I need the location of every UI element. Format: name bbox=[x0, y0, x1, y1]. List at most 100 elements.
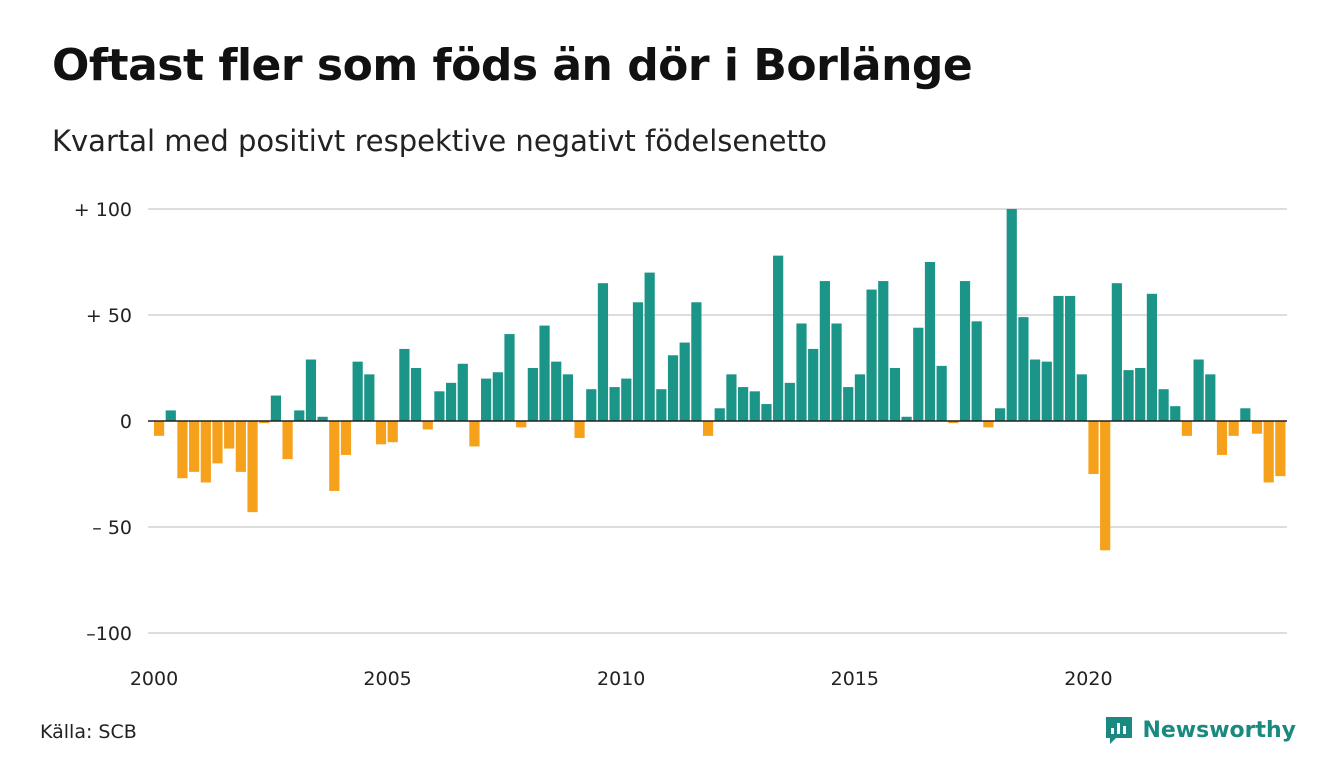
bar bbox=[481, 378, 492, 421]
bar bbox=[1228, 421, 1239, 436]
bar-chart: + 100 + 50 0 – 50 –100 2000 2005 2010 2015 2020 bbox=[74, 199, 1287, 690]
bar bbox=[913, 327, 924, 421]
chart-subtitle: Kvartal med positivt respektive negativt… bbox=[52, 124, 827, 158]
source-note: Källa: SCB bbox=[40, 721, 137, 743]
bar bbox=[375, 421, 387, 445]
x-tick-label: 2005 bbox=[363, 668, 411, 690]
bar bbox=[796, 323, 807, 421]
bar bbox=[387, 421, 398, 443]
bar bbox=[831, 323, 842, 421]
bar bbox=[457, 363, 468, 421]
bar bbox=[364, 374, 375, 421]
y-tick-label: – 50 bbox=[92, 517, 132, 539]
bar bbox=[270, 395, 281, 421]
bar bbox=[399, 348, 410, 421]
bar bbox=[154, 421, 165, 436]
bar bbox=[726, 374, 737, 421]
y-tick-label: + 50 bbox=[86, 305, 132, 327]
bar bbox=[469, 421, 480, 447]
bar bbox=[586, 389, 597, 421]
bar bbox=[317, 416, 328, 421]
bar bbox=[434, 391, 445, 421]
brand-logo[interactable]: Newsworthy bbox=[1104, 714, 1296, 746]
bar bbox=[656, 389, 667, 421]
bar bbox=[492, 372, 503, 421]
grid-lines bbox=[148, 208, 1287, 634]
x-tick-label: 2015 bbox=[831, 668, 879, 690]
bar bbox=[632, 302, 644, 421]
bar bbox=[410, 368, 422, 421]
bar bbox=[1030, 359, 1041, 421]
y-axis-tick-labels: + 100 + 50 0 – 50 –100 bbox=[74, 199, 132, 645]
brand-name: Newsworthy bbox=[1142, 717, 1296, 743]
bar bbox=[1193, 359, 1204, 421]
bars bbox=[154, 209, 1286, 551]
bar bbox=[948, 421, 959, 424]
bar bbox=[936, 365, 947, 421]
bar bbox=[574, 421, 585, 438]
bar bbox=[1240, 408, 1251, 421]
newsworthy-logo-icon bbox=[1106, 717, 1133, 744]
bar bbox=[1146, 293, 1157, 421]
x-tick-label: 2010 bbox=[597, 668, 645, 690]
bar bbox=[259, 421, 270, 424]
bar bbox=[784, 382, 795, 421]
bar bbox=[597, 283, 609, 421]
bar bbox=[691, 302, 702, 421]
bar bbox=[446, 382, 457, 421]
bar bbox=[1205, 374, 1216, 421]
bar bbox=[843, 387, 854, 421]
bar bbox=[878, 281, 889, 421]
bar bbox=[177, 421, 188, 479]
bar bbox=[422, 421, 433, 430]
bar bbox=[224, 421, 235, 449]
bar bbox=[749, 391, 760, 421]
x-tick-label: 2020 bbox=[1064, 668, 1112, 690]
bar bbox=[1135, 368, 1146, 421]
bar bbox=[702, 421, 714, 436]
bar bbox=[738, 387, 749, 421]
x-tick-label: 2000 bbox=[130, 668, 178, 690]
bar bbox=[1170, 406, 1181, 421]
bar bbox=[854, 374, 865, 421]
bar bbox=[1123, 370, 1134, 421]
bar bbox=[889, 368, 901, 421]
bar bbox=[1263, 421, 1274, 483]
bar bbox=[1053, 295, 1064, 421]
y-tick-label: 0 bbox=[120, 411, 132, 433]
bar bbox=[329, 421, 340, 491]
bar bbox=[679, 342, 690, 421]
bar bbox=[235, 421, 246, 472]
bar bbox=[808, 348, 819, 421]
bar bbox=[165, 410, 176, 421]
bar bbox=[994, 408, 1006, 421]
bar bbox=[901, 416, 912, 421]
bar bbox=[305, 359, 317, 421]
bar bbox=[539, 325, 550, 421]
bar bbox=[667, 355, 679, 421]
bar bbox=[924, 262, 936, 421]
bar bbox=[1181, 421, 1193, 436]
y-tick-label: + 100 bbox=[74, 199, 132, 221]
bar bbox=[189, 421, 200, 472]
bar bbox=[562, 374, 573, 421]
bar bbox=[1065, 295, 1076, 421]
bar bbox=[551, 361, 562, 421]
y-tick-label: –100 bbox=[86, 623, 132, 645]
bar bbox=[866, 289, 877, 421]
bar bbox=[527, 368, 538, 421]
bar bbox=[1100, 421, 1111, 551]
bar bbox=[352, 361, 363, 421]
bar bbox=[609, 387, 620, 421]
bar bbox=[1158, 389, 1169, 421]
bar bbox=[644, 272, 655, 421]
bar bbox=[516, 421, 527, 428]
bar bbox=[1275, 421, 1286, 477]
bar bbox=[340, 421, 352, 455]
bar bbox=[247, 421, 258, 513]
bar bbox=[294, 410, 305, 421]
bar bbox=[1006, 209, 1017, 421]
bar bbox=[1251, 421, 1263, 434]
bar bbox=[1111, 283, 1122, 421]
bar bbox=[1216, 421, 1228, 455]
